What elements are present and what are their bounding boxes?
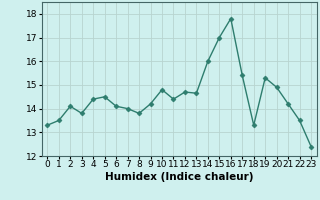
- X-axis label: Humidex (Indice chaleur): Humidex (Indice chaleur): [105, 172, 253, 182]
